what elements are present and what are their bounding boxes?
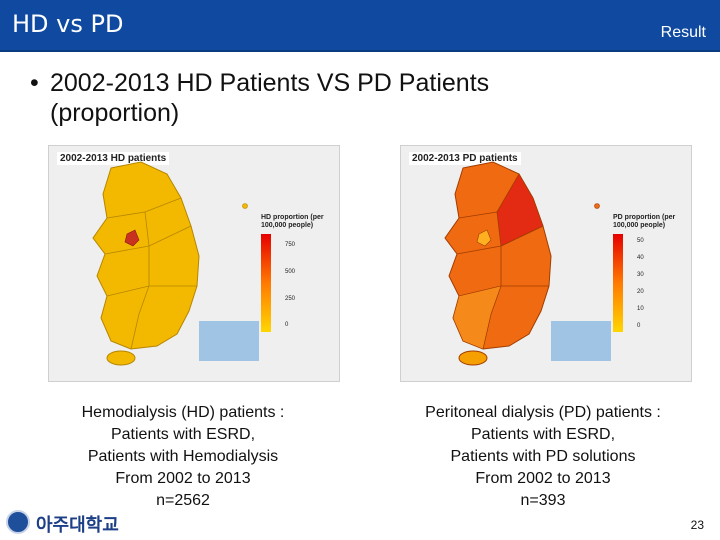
page-number: 23 (690, 518, 704, 532)
hd-legend-tick: 750 (285, 242, 296, 248)
hd-korea-map (92, 161, 248, 366)
caption-line: Patients with ESRD, (110, 426, 256, 443)
sea-area (551, 321, 611, 361)
hd-legend-tick: 500 (285, 269, 296, 275)
hd-legend-tick: 250 (285, 296, 296, 302)
pd-korea-map (444, 161, 600, 366)
pd-legend-tick: 0 (637, 323, 641, 329)
header-bar: HD vs PD Result (0, 0, 720, 52)
pd-legend-tick: 40 (637, 255, 644, 261)
slide-title: HD vs PD (12, 10, 124, 38)
pd-legend-tick: 20 (637, 289, 644, 295)
pd-legend-tick: 30 (637, 272, 644, 278)
hd-map-panel: 2002-2013 HD patients HD proportion (per… (48, 145, 340, 382)
hd-legend-bar (261, 234, 271, 332)
sea-area (199, 321, 259, 361)
caption-line: Patients with ESRD, (470, 426, 616, 443)
bullet-icon: • (30, 69, 39, 97)
section-label: Result (660, 24, 706, 41)
university-logo: 아주대학교 (6, 508, 126, 538)
bullet-text: 2002-2013 HD Patients VS PD Patients (pr… (50, 69, 490, 127)
seal-icon (6, 510, 30, 534)
pd-legend-title: PD proportion (per 100,000 people) (613, 214, 676, 229)
caption-line: From 2002 to 2013 (475, 470, 611, 487)
hd-legend-title: HD proportion (per 100,000 people) (261, 214, 324, 229)
caption-line: Patients with Hemodialysis (87, 448, 279, 465)
logo-text: 아주대학교 (36, 515, 119, 535)
caption-line: n=393 (520, 492, 566, 509)
hd-legend-tick: 0 (285, 322, 289, 328)
pd-legend-bar (613, 234, 623, 332)
pd-caption: Peritoneal dialysis (PD) patients : Pati… (408, 402, 678, 512)
caption-line: Hemodialysis (HD) patients : (81, 404, 285, 421)
pd-map-panel: 2002-2013 PD patients PD proportion (per… (400, 145, 692, 382)
caption-line: n=2562 (156, 492, 210, 509)
caption-line: Patients with PD solutions (450, 448, 636, 465)
hd-caption: Hemodialysis (HD) patients : Patients wi… (48, 402, 318, 512)
pd-legend-tick: 10 (637, 306, 644, 312)
caption-line: From 2002 to 2013 (115, 470, 251, 487)
caption-line: Peritoneal dialysis (PD) patients : (425, 404, 661, 421)
pd-legend-tick: 50 (637, 238, 644, 244)
